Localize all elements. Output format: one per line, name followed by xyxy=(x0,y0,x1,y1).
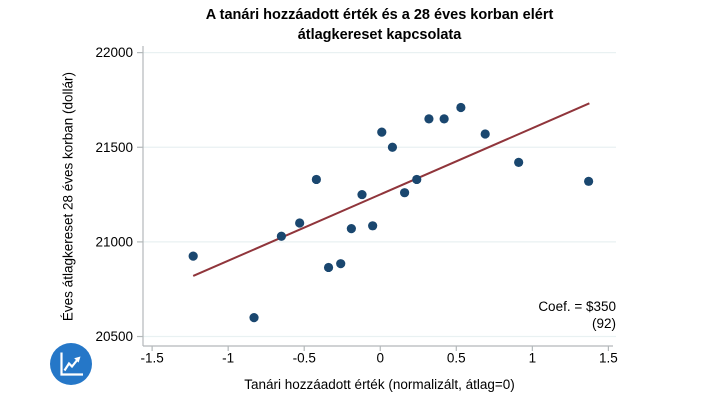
chart-title-line2: átlagkereset kapcsolata xyxy=(297,27,462,43)
x-tick-label: 0 xyxy=(377,351,385,366)
scatter-point xyxy=(311,174,321,185)
chart-title: A tanári hozzáadott érték és a 28 éves k… xyxy=(143,5,616,45)
scatter-point xyxy=(456,102,466,113)
x-tick-label: -1 xyxy=(222,351,234,366)
coef-annotation: Coef. = $350 (92) xyxy=(538,298,616,332)
scatter-point xyxy=(387,142,398,152)
scatter-point xyxy=(188,251,198,261)
y-tick-label: 21500 xyxy=(95,140,133,155)
scatter-point xyxy=(439,114,449,124)
scatter-point xyxy=(377,127,387,137)
x-tick-label: -0.5 xyxy=(293,351,316,366)
scatter-point xyxy=(276,231,287,241)
y-tick-label: 21000 xyxy=(95,234,133,249)
scatter-point xyxy=(584,176,594,186)
line-chart-icon xyxy=(63,358,79,372)
x-tick-label: 1.5 xyxy=(599,351,618,366)
arrowhead-icon xyxy=(74,356,81,363)
scatter-point xyxy=(424,114,434,124)
scatter-point xyxy=(514,157,524,168)
scatter-point xyxy=(323,262,334,273)
scatter-point xyxy=(295,218,305,228)
scatter-point xyxy=(357,189,367,200)
line-chart-icon xyxy=(60,352,83,376)
x-tick-label: 1 xyxy=(529,351,537,366)
x-axis-label: Tanári hozzáadott érték (normalizált, át… xyxy=(244,377,515,392)
y-tick-label: 22000 xyxy=(95,45,133,60)
scatter-point xyxy=(346,224,356,234)
scatter-point xyxy=(480,129,490,139)
coef-secondary: (92) xyxy=(591,316,616,331)
scatter-point xyxy=(368,221,378,231)
chart-title-line1: A tanári hozzáadott érték és a 28 éves k… xyxy=(205,7,554,23)
coef-value: Coef. = $350 xyxy=(538,299,616,314)
scatter-point xyxy=(249,313,259,323)
scatter-point xyxy=(412,174,422,185)
x-tick-label: -1.5 xyxy=(140,351,163,366)
brand-logo xyxy=(50,343,92,385)
scatter-point xyxy=(336,259,346,269)
y-tick-label: 20500 xyxy=(95,329,133,344)
x-tick-label: 0.5 xyxy=(447,351,466,366)
trend-line xyxy=(192,102,590,277)
scatter-point xyxy=(399,188,410,198)
